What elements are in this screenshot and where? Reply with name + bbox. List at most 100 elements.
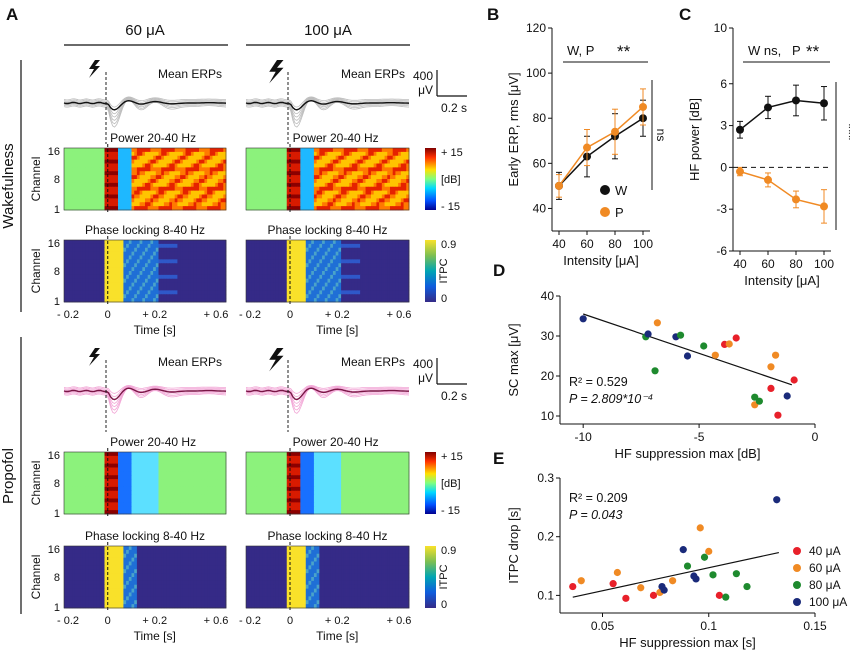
heatmap-cell (190, 198, 194, 203)
heatmap-cell (406, 294, 410, 299)
heatmap-cell (188, 486, 192, 492)
heatmap-cell (104, 471, 108, 476)
heatmap-cell (134, 190, 138, 195)
heatmap-cell (322, 294, 326, 299)
heatmap-cell (292, 206, 296, 211)
heatmap-cell (180, 475, 184, 480)
heatmap-cell (330, 202, 334, 207)
heatmap-cell (379, 179, 383, 184)
heatmap-cell (72, 263, 76, 268)
heatmap-cell (313, 167, 318, 172)
heatmap-cell (145, 243, 149, 249)
heatmap-cell (64, 186, 68, 192)
heatmap-cell (101, 179, 105, 184)
heatmap-cell (91, 179, 95, 184)
heatmap-cell (109, 255, 113, 260)
heatmap-cell (142, 259, 146, 264)
heatmap-cell (204, 259, 208, 264)
heatmap-cell (85, 274, 89, 280)
heatmap-cell (376, 159, 380, 164)
heatmap-cell (150, 502, 154, 507)
heatmap-cell (139, 155, 143, 161)
heatmap-cell (107, 549, 111, 555)
heatmap-cell (66, 198, 70, 203)
heatmap-cell (136, 190, 140, 195)
heatmap-cell (256, 278, 260, 284)
heatmap-cell (85, 198, 89, 203)
heatmap-cell (161, 182, 165, 188)
scalebar-time: 0.2 s (441, 101, 467, 115)
heatmap-cell (270, 148, 274, 153)
heatmap-cell (300, 151, 304, 157)
heatmap-cell (324, 159, 328, 164)
heatmap-cell (286, 171, 290, 176)
heatmap-cell (341, 182, 345, 188)
heatmap-cell (267, 206, 271, 211)
heatmap-cell (182, 290, 186, 295)
heatmap-cell (319, 151, 323, 157)
heatmap-cell (118, 290, 122, 295)
heatmap-cell (91, 278, 95, 284)
heatmap-cell (74, 455, 78, 461)
heatmap-cell (158, 452, 162, 457)
heatmap-cell (112, 459, 116, 465)
heatmap-cell (91, 298, 95, 303)
heatmap-cell (278, 278, 282, 284)
heatmap-cell (395, 267, 399, 272)
heatmap-cell (80, 479, 84, 484)
heatmap-cell (384, 151, 388, 157)
heatmap-cell (182, 194, 186, 199)
heatmap-cell (91, 175, 95, 180)
heatmap-cell (384, 206, 388, 211)
heatmap-cell (199, 182, 203, 188)
heatmap-cell (289, 202, 293, 207)
heatmap-cell (217, 286, 221, 291)
heatmap-cell (126, 494, 130, 499)
heatmap-cell (169, 282, 173, 287)
heatmap-cell (313, 240, 318, 245)
heatmap-cell (300, 175, 304, 180)
heatmap-cell (107, 282, 111, 287)
heatmap-cell (134, 510, 138, 515)
heatmap-cell (145, 159, 149, 164)
heatmap-cell (316, 251, 320, 256)
heatmap-cell (64, 486, 68, 492)
heatmap-cell (150, 494, 154, 499)
heatmap-cell (286, 163, 290, 168)
heatmap-cell (69, 294, 73, 299)
heatmap-cell (185, 263, 189, 268)
heatmap-cell (392, 202, 396, 207)
heatmap-cell (93, 206, 97, 211)
heatmap-cell (349, 151, 353, 157)
heatmap-cell (72, 271, 76, 276)
heatmap-cell (190, 259, 194, 264)
heatmap-cell (379, 267, 383, 272)
heatmap-cell (177, 267, 181, 272)
heatmap-cell (112, 182, 116, 188)
heatmap-cell (322, 151, 326, 157)
heatmap-cell (69, 167, 73, 172)
panel-label-d: D (493, 261, 505, 280)
heatmap-cell (88, 471, 92, 476)
heatmap-cell (158, 247, 162, 253)
heatmap-cell (64, 175, 68, 180)
heatmap-cell (338, 263, 342, 268)
heatmap-cell (406, 167, 410, 172)
heatmap-cell (215, 186, 219, 192)
heatmap-cell (281, 167, 285, 172)
heatmap-cell (220, 294, 224, 299)
heatmap-cell (294, 163, 299, 168)
heatmap-cell (112, 286, 116, 291)
heatmap-cell (134, 486, 138, 492)
heatmap-cell (297, 240, 301, 245)
heatmap-cell (368, 243, 372, 249)
heatmap-cell (303, 175, 307, 180)
heatmap-cell (74, 452, 78, 457)
heatmap-cell (101, 459, 105, 465)
heatmap-cell (387, 155, 391, 161)
heatmap-cell (177, 278, 181, 284)
heatmap-cell (109, 455, 113, 461)
heatmap-cell (99, 255, 103, 260)
heatmap-cell (284, 206, 288, 211)
heatmap-cell (351, 240, 356, 245)
